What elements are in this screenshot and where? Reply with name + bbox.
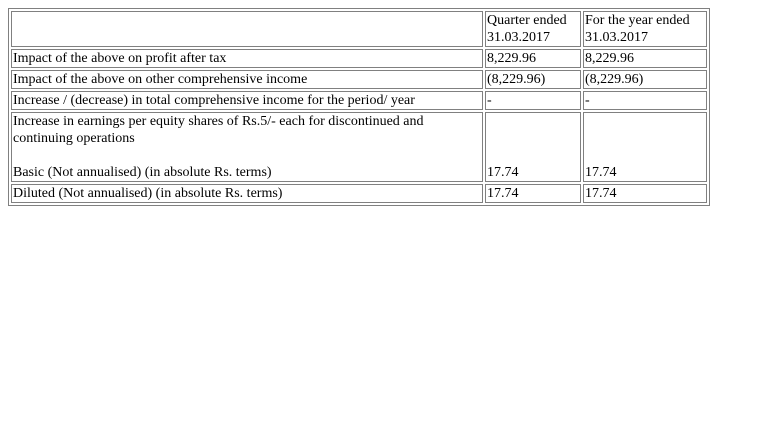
spacer: [487, 147, 579, 164]
header-quarter-line2: 31.03.2017: [487, 30, 550, 45]
financial-results-table: Quarter ended 31.03.2017 For the year en…: [8, 8, 710, 206]
row-year-value: 17.74: [585, 165, 617, 180]
table-row: Increase in earnings per equity shares o…: [11, 112, 707, 182]
row-quarter-value: 17.74: [485, 184, 581, 203]
row-label: Increase in earnings per equity shares o…: [11, 112, 483, 182]
spacer: [585, 147, 705, 164]
row-label: Impact of the above on other comprehensi…: [11, 70, 483, 89]
header-label-cell: [11, 11, 483, 47]
row-year-value: 17.74: [583, 184, 707, 203]
row-label: Increase / (decrease) in total comprehen…: [11, 91, 483, 110]
header-quarter-line1: Quarter ended: [487, 13, 567, 28]
header-year-line1: For the year ended: [585, 13, 690, 28]
table-row: Increase / (decrease) in total comprehen…: [11, 91, 707, 110]
row-year-value-cell: 17.74: [583, 112, 707, 182]
header-year-line2: 31.03.2017: [585, 30, 648, 45]
spacer: [585, 113, 705, 130]
row-label: Impact of the above on profit after tax: [11, 49, 483, 68]
header-quarter-cell: Quarter ended 31.03.2017: [485, 11, 581, 47]
row-year-value: 8,229.96: [583, 49, 707, 68]
row-year-value: -: [583, 91, 707, 110]
header-year-cell: For the year ended 31.03.2017: [583, 11, 707, 47]
table-row: Impact of the above on profit after tax …: [11, 49, 707, 68]
row-quarter-value: 8,229.96: [485, 49, 581, 68]
eps-basic-label: Basic (Not annualised) (in absolute Rs. …: [13, 165, 272, 180]
table-header-row: Quarter ended 31.03.2017 For the year en…: [11, 11, 707, 47]
spacer: [487, 130, 579, 147]
eps-heading-line1: Increase in earnings per equity shares o…: [13, 114, 424, 129]
row-quarter-value: 17.74: [487, 165, 519, 180]
spacer: [487, 113, 579, 130]
table-row: Diluted (Not annualised) (in absolute Rs…: [11, 184, 707, 203]
eps-heading-line2: continuing operations: [13, 131, 135, 146]
spacer: [585, 130, 705, 147]
row-quarter-value-cell: 17.74: [485, 112, 581, 182]
row-year-value: (8,229.96): [583, 70, 707, 89]
row-quarter-value: (8,229.96): [485, 70, 581, 89]
row-label: Diluted (Not annualised) (in absolute Rs…: [11, 184, 483, 203]
table-row: Impact of the above on other comprehensi…: [11, 70, 707, 89]
spacer: [13, 147, 481, 164]
row-quarter-value: -: [485, 91, 581, 110]
